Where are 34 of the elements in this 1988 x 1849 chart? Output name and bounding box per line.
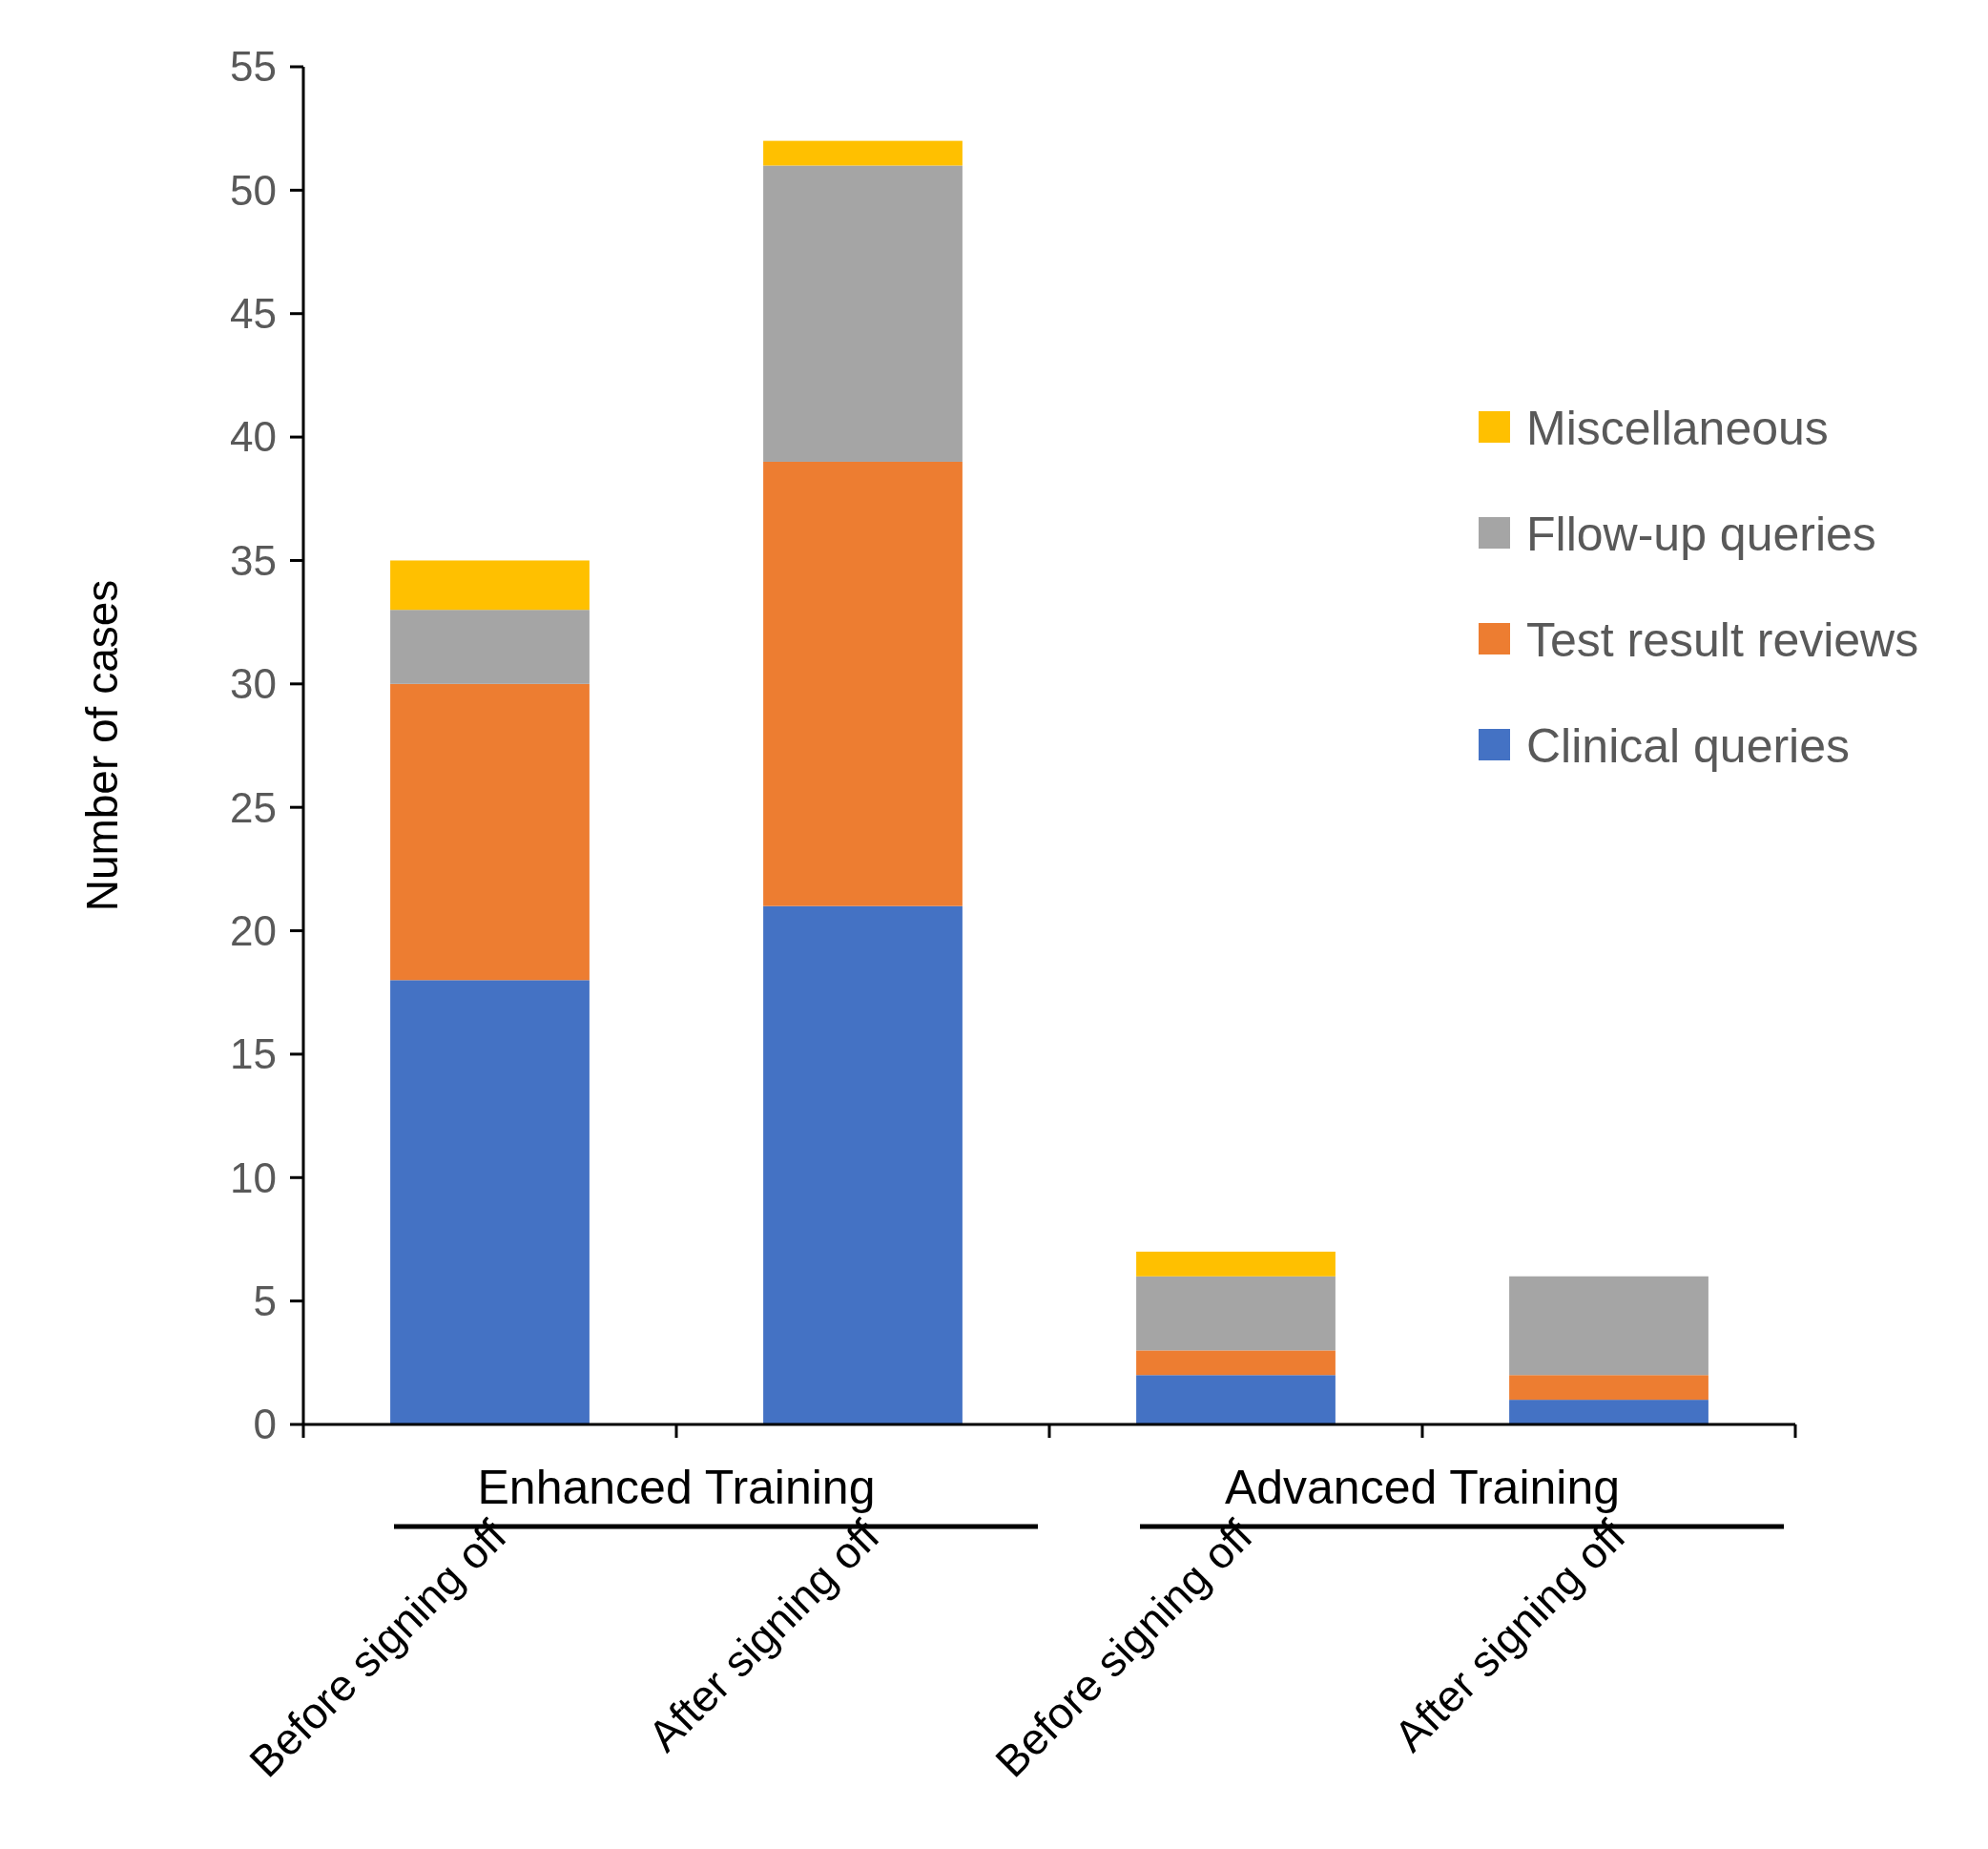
y-tick-label: 15 [230,1030,277,1078]
bar [1509,1276,1708,1376]
legend-label: Fllow-up queries [1526,507,1876,561]
bar [390,610,590,684]
y-tick-label: 10 [230,1153,277,1201]
bar [1509,1375,1708,1401]
legend-label: Miscellaneous [1526,401,1829,455]
bar [1136,1375,1336,1424]
bar [763,165,963,462]
bar [763,461,963,906]
bar [1136,1251,1336,1277]
bar [763,140,963,166]
bar [390,980,590,1424]
bar [1136,1350,1336,1376]
y-tick-label: 30 [230,660,277,708]
y-axis-title: Number of cases [77,579,127,912]
legend-label: Clinical queries [1526,718,1851,773]
bar [390,560,590,611]
bar [763,905,963,1424]
y-tick-label: 0 [253,1401,277,1448]
text: Enhanced Training [477,1461,876,1514]
y-tick-label: 25 [230,783,277,831]
bar [1136,1276,1336,1351]
y-tick-label: 20 [230,906,277,954]
text: Advanced Training [1224,1461,1621,1514]
y-tick-label: 5 [253,1278,277,1325]
y-tick-label: 40 [230,413,277,461]
y-tick-label: 55 [230,43,277,91]
bar [1509,1400,1708,1424]
legend-label: Test result reviews [1526,613,1919,667]
y-tick-label: 50 [230,166,277,214]
y-tick-label: 45 [230,290,277,338]
y-tick-label: 35 [230,536,277,584]
bar [390,683,590,981]
